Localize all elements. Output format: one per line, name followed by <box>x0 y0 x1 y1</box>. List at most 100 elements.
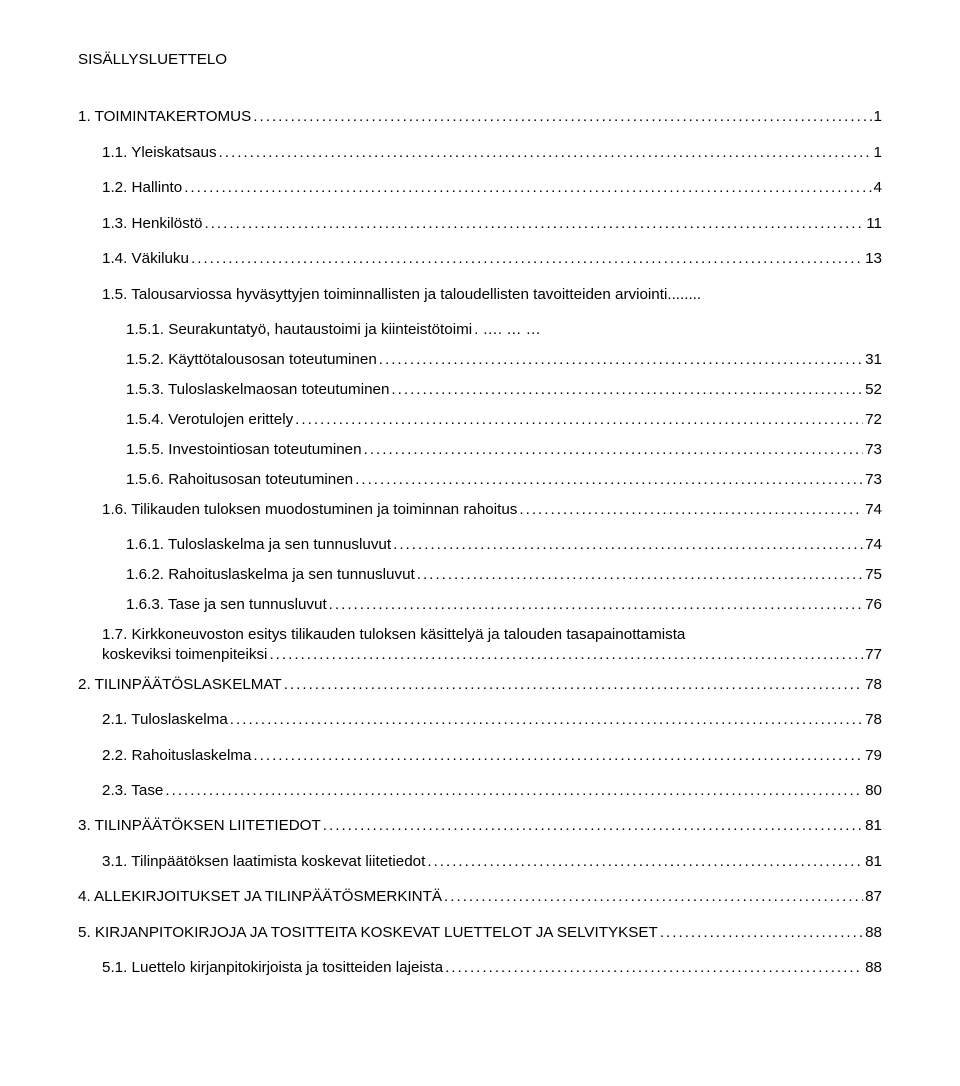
toc-leader-dots <box>295 410 863 429</box>
toc-entry: 1.5.3. Tuloslaskelmaosan toteutuminen 52 <box>78 380 882 399</box>
toc-label: 1.5.3. Tuloslaskelmaosan toteutuminen <box>126 380 389 399</box>
toc-page-number: 80 <box>865 781 882 800</box>
toc-entry: 1.6.3. Tase ja sen tunnusluvut 76 <box>78 595 882 614</box>
toc-label: koskeviksi toimenpiteiksi <box>102 645 267 664</box>
toc-leader-dots <box>269 645 863 664</box>
toc-entry: 1.6.2. Rahoituslaskelma ja sen tunnusluv… <box>78 565 882 584</box>
toc-entry: 3. TILINPÄÄTÖKSEN LIITETIEDOT 81 <box>78 816 882 835</box>
toc-entry: 1.5.4. Verotulojen erittely 72 <box>78 410 882 429</box>
toc-label: 1.5.4. Verotulojen erittely <box>126 410 293 429</box>
toc-entry: 2.2. Rahoituslaskelma 79 <box>78 746 882 765</box>
toc-page-number: 1 <box>874 107 882 126</box>
toc-entry: 1.3. Henkilöstö 11 <box>78 214 882 233</box>
toc-leader-dots <box>284 675 863 694</box>
toc-entry: 5.1. Luettelo kirjanpitokirjoista ja tos… <box>78 958 882 977</box>
toc-leader-dots <box>165 781 863 800</box>
toc-page-number: 78 <box>865 710 882 729</box>
toc-leader-dots <box>444 887 863 906</box>
toc-entry: 1.5.2. Käyttötalousosan toteutuminen 31 <box>78 350 882 369</box>
toc-leader-dots <box>204 214 864 233</box>
toc-page-number: 79 <box>865 746 882 765</box>
toc-page-number: 13 <box>865 249 882 268</box>
toc-page-number: 31 <box>865 350 882 369</box>
toc-entry: 4. ALLEKIRJOITUKSET JA TILINPÄÄTÖSMERKIN… <box>78 887 882 906</box>
toc-leader-dots <box>445 958 863 977</box>
toc-label: 1.5.1. Seurakuntatyö, hautaustoimi ja ki… <box>126 320 472 339</box>
toc-page-number: 52 <box>865 380 882 399</box>
toc-label: 1.6.2. Rahoituslaskelma ja sen tunnusluv… <box>126 565 415 584</box>
toc-entry: 1.6. Tilikauden tuloksen muodostuminen j… <box>78 500 882 519</box>
toc-label: 1.5.2. Käyttötalousosan toteutuminen <box>126 350 377 369</box>
toc-page-number: 72 <box>865 410 882 429</box>
toc-leader-dots <box>364 440 864 459</box>
toc-page-number: 74 <box>865 535 882 554</box>
toc-leader-dots <box>191 249 863 268</box>
toc-page-number: 73 <box>865 470 882 489</box>
toc-label: 3. TILINPÄÄTÖKSEN LIITETIEDOT <box>78 816 321 835</box>
toc-leader-dots <box>323 816 863 835</box>
toc-label: 1.5.6. Rahoitusosan toteutuminen <box>126 470 353 489</box>
toc-entry: 1.5.5. Investointiosan toteutuminen 73 <box>78 440 882 459</box>
toc-page-number: 76 <box>865 595 882 614</box>
toc-leader-dots <box>417 565 863 584</box>
toc-entry: 5. KIRJANPITOKIRJOJA JA TOSITTEITA KOSKE… <box>78 923 882 942</box>
toc-entry: 1.5. Talousarviossa hyväsyttyjen toiminn… <box>78 285 882 304</box>
toc-entry: 1.6.1. Tuloslaskelma ja sen tunnusluvut 7… <box>78 535 882 554</box>
toc-label: 2.1. Tuloslaskelma <box>102 710 228 729</box>
toc-page-number: 87 <box>865 887 882 906</box>
toc-leader-dots <box>660 923 863 942</box>
toc-leader-dots <box>253 746 863 765</box>
toc-page-number: 81 <box>865 816 882 835</box>
toc-title: SISÄLLYSLUETTELO <box>78 50 882 69</box>
toc-label: 2.2. Rahoituslaskelma <box>102 746 251 765</box>
toc-ellipsis: ........ <box>667 285 701 304</box>
toc-entry: 1.5.6. Rahoitusosan toteutuminen 73 <box>78 470 882 489</box>
toc-label: 1. TOIMINTAKERTOMUS <box>78 107 251 126</box>
toc-label: 1.6.1. Tuloslaskelma ja sen tunnusluvut <box>126 535 391 554</box>
toc-page-number: 74 <box>865 500 882 519</box>
toc-label: 2. TILINPÄÄTÖSLASKELMAT <box>78 675 282 694</box>
toc-entry: 1.2. Hallinto4 <box>78 178 882 197</box>
toc-page-number: 78 <box>865 675 882 694</box>
toc-leader-dots <box>427 852 863 871</box>
toc-label: 1.1. Yleiskatsaus <box>102 143 217 162</box>
toc-leader-dots <box>379 350 863 369</box>
toc-ellipsis: . …. … … <box>474 320 541 339</box>
toc-leader-dots <box>253 107 871 126</box>
toc-label: 1.7. Kirkkoneuvoston esitys tilikauden t… <box>102 625 882 644</box>
toc-page-number: 1 <box>874 143 882 162</box>
toc-entry: 1.5.1. Seurakuntatyö, hautaustoimi ja ki… <box>78 320 882 339</box>
toc-label: 1.6.3. Tase ja sen tunnusluvut <box>126 595 327 614</box>
toc-leader-dots <box>230 710 863 729</box>
toc-label: 4. ALLEKIRJOITUKSET JA TILINPÄÄTÖSMERKIN… <box>78 887 442 906</box>
toc-label: 1.5.5. Investointiosan toteutuminen <box>126 440 362 459</box>
toc-entry: 1.7. Kirkkoneuvoston esitys tilikauden t… <box>78 625 882 664</box>
toc-leader-dots <box>329 595 863 614</box>
toc-label: 5.1. Luettelo kirjanpitokirjoista ja tos… <box>102 958 443 977</box>
toc-entry: 2.1. Tuloslaskelma 78 <box>78 710 882 729</box>
toc-entry: 1. TOIMINTAKERTOMUS 1 <box>78 107 882 126</box>
toc-page-number: 81 <box>865 852 882 871</box>
toc-list: 1. TOIMINTAKERTOMUS11.1. Yleiskatsaus11.… <box>78 107 882 977</box>
toc-label: 3.1. Tilinpäätöksen laatimista koskevat … <box>102 852 425 871</box>
toc-leader-dots <box>355 470 863 489</box>
toc-label: 1.3. Henkilöstö <box>102 214 202 233</box>
toc-page-number: 77 <box>865 645 882 664</box>
toc-label: 1.4. Väkiluku <box>102 249 189 268</box>
toc-label: 5. KIRJANPITOKIRJOJA JA TOSITTEITA KOSKE… <box>78 923 658 942</box>
toc-entry: 2.3. Tase 80 <box>78 781 882 800</box>
toc-entry: 2. TILINPÄÄTÖSLASKELMAT 78 <box>78 675 882 694</box>
toc-leader-dots <box>391 380 863 399</box>
toc-leader-dots <box>393 535 863 554</box>
toc-label: 1.2. Hallinto <box>102 178 182 197</box>
toc-page-number: 88 <box>865 923 882 942</box>
toc-label: 1.6. Tilikauden tuloksen muodostuminen j… <box>102 500 517 519</box>
toc-page-number: 88 <box>865 958 882 977</box>
toc-page-number: 11 <box>866 214 882 233</box>
toc-label: 2.3. Tase <box>102 781 163 800</box>
toc-leader-dots <box>184 178 871 197</box>
toc-entry: 1.4. Väkiluku 13 <box>78 249 882 268</box>
toc-page-number: 75 <box>865 565 882 584</box>
toc-page-number: 73 <box>865 440 882 459</box>
toc-entry: 3.1. Tilinpäätöksen laatimista koskevat … <box>78 852 882 871</box>
